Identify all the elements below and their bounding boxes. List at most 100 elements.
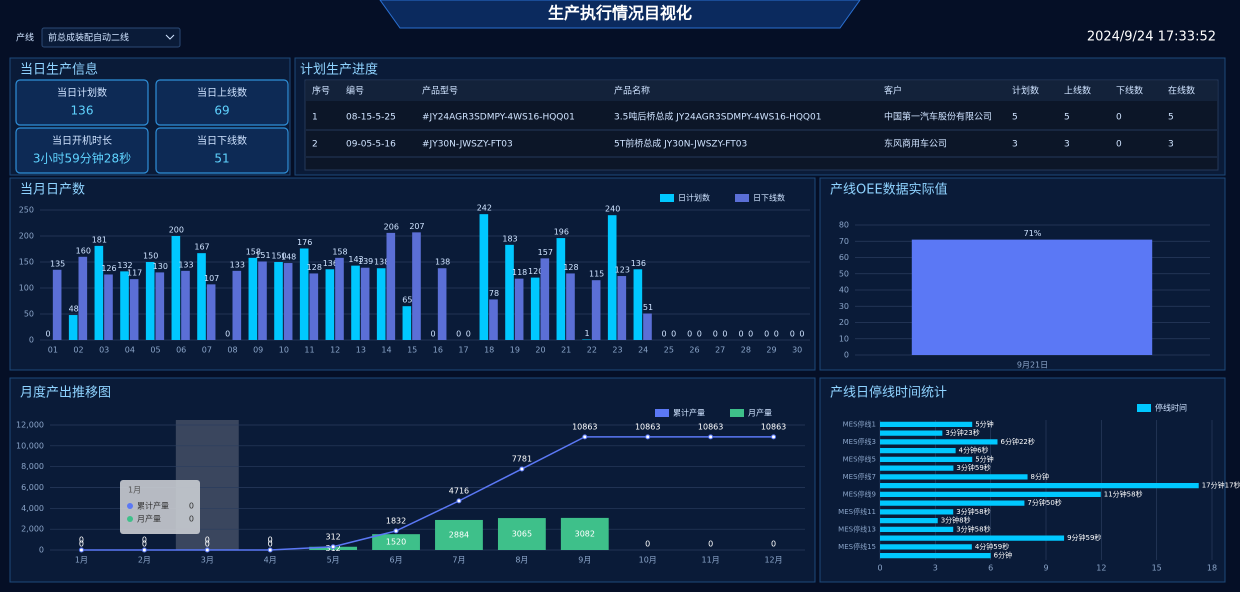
value-label: 148 [281, 253, 296, 262]
value-label: 0 [722, 330, 727, 339]
info-title: 当日生产信息 [20, 62, 98, 78]
value-label: 4分钟59秒 [975, 542, 1009, 551]
y-tick-label: MES停线3 [843, 437, 876, 446]
value-label: 0 [671, 330, 676, 339]
table-header: 计划数 [1012, 85, 1039, 97]
value-label: 312 [325, 532, 340, 541]
bar [880, 491, 1101, 497]
bar [566, 273, 575, 340]
value-label: 118 [512, 268, 527, 277]
value-label: 126 [101, 264, 116, 273]
x-tick-label: 7月 [452, 556, 465, 565]
x-tick-label: 15 [407, 346, 417, 355]
bar [274, 262, 283, 340]
table-cell: 2 [312, 140, 318, 150]
bar [437, 268, 447, 340]
x-tick-label: 29 [766, 346, 776, 355]
y-tick-label: 20 [839, 318, 849, 327]
value-label: 3分钟8秒 [941, 516, 971, 525]
bar [171, 236, 181, 340]
value-label: 10863 [761, 422, 786, 431]
line-label: 产线 [16, 32, 34, 44]
y-tick-label: 50 [839, 269, 849, 278]
y-tick-label: MES停线7 [843, 472, 876, 481]
value-label: 0 [713, 330, 718, 339]
table-header: 产品型号 [422, 85, 458, 97]
line-select[interactable] [41, 27, 181, 48]
card-label: 当日下线数 [197, 134, 247, 147]
x-tick-label: 5月 [327, 556, 340, 565]
y-tick-label: 2,000 [21, 525, 44, 534]
y-tick-label: 40 [839, 286, 849, 295]
value-label: 51 [643, 303, 653, 312]
legend-label: 累计产量 [673, 408, 705, 418]
card-label: 当日开机时长 [52, 134, 112, 147]
bar [129, 279, 139, 340]
value-label: 4716 [449, 486, 469, 495]
card-value: 51 [214, 152, 229, 166]
value-label: 138 [374, 258, 389, 267]
table-cell: 08-15-5-25 [346, 113, 396, 123]
bar [325, 269, 335, 340]
tooltip-name: 月产量 [137, 514, 161, 524]
bar [880, 430, 943, 436]
y-tick-label: 0 [844, 351, 849, 360]
x-tick-label: 06 [176, 346, 186, 355]
value-label: 11分钟58秒 [1104, 489, 1143, 498]
card [155, 127, 289, 174]
table-header-bg [306, 81, 1217, 101]
value-label: 0 [708, 540, 713, 549]
value-label: 133 [230, 260, 245, 269]
card-value: 3小时59分钟28秒 [33, 151, 131, 166]
value-label: 3分钟58秒 [956, 524, 990, 533]
point [393, 528, 399, 534]
value-label: 1832 [386, 516, 406, 525]
table-header: 上线数 [1064, 85, 1091, 97]
value-label: 10863 [572, 422, 597, 431]
table-cell: 5 [1012, 113, 1018, 123]
bar [120, 271, 129, 340]
value-label: 107 [204, 274, 219, 283]
x-tick-label: 9月21日 [1017, 361, 1048, 370]
legend-swatch [735, 194, 749, 202]
value-label: 167 [194, 243, 209, 252]
x-tick-label: 23 [612, 346, 622, 355]
y-tick-label: 150 [19, 258, 34, 267]
bar [607, 215, 617, 340]
y-tick-label: MES停线15 [838, 542, 876, 551]
value-label: 136 [631, 259, 646, 268]
value-label: 183 [502, 234, 517, 243]
bar [52, 269, 62, 340]
value-label: 3分钟23秒 [945, 428, 979, 437]
bar [335, 257, 344, 340]
y-tick-label: 4,000 [21, 504, 44, 513]
x-tick-label: 1月 [75, 556, 88, 565]
chart-title: 产线日停线时间统计 [830, 385, 947, 401]
value-label: 1520 [386, 538, 406, 547]
tooltip-dot [127, 516, 133, 522]
y-tick-label: 0 [39, 546, 44, 555]
card [15, 127, 149, 174]
bar [880, 509, 954, 515]
y-tick-label: MES停线13 [838, 524, 876, 533]
bar [633, 269, 643, 340]
table-cell: 3 [1168, 140, 1174, 150]
table-cell: 0 [1116, 140, 1122, 150]
x-tick-label: 08 [227, 346, 237, 355]
value-label: 0 [697, 330, 702, 339]
value-label: 181 [92, 235, 107, 244]
value-label: 120 [528, 267, 543, 276]
line-value[interactable]: 前总成装配自动二线 [48, 32, 129, 44]
value-label: 10863 [635, 422, 660, 431]
bar [197, 253, 206, 340]
tooltip-value: 0 [189, 502, 194, 511]
value-label: 10863 [698, 422, 723, 431]
y-tick-label: 10,000 [16, 441, 44, 450]
value-label: 0 [799, 330, 804, 339]
value-label: 160 [76, 246, 91, 255]
legend-swatch [655, 409, 669, 417]
chart-title: 产线OEE数据实际值 [830, 182, 948, 198]
x-tick-label: 10月 [639, 556, 657, 565]
value-label: 128 [307, 263, 322, 272]
y-tick-label: 30 [839, 302, 849, 311]
